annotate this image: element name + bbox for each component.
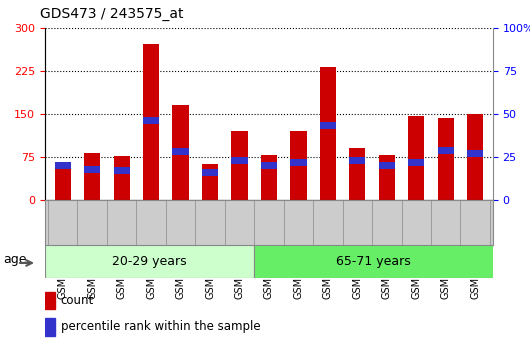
Bar [84,153,100,200]
Bar [84,166,100,172]
Bar [379,155,395,200]
Bar [261,155,277,200]
Text: 65-71 years: 65-71 years [336,255,411,268]
Bar [320,67,336,200]
Bar [113,167,130,174]
Bar [290,131,306,200]
Bar [202,169,218,176]
Bar [467,114,483,200]
Bar [45,292,55,309]
Bar [172,105,189,200]
Bar [45,318,55,336]
Bar [408,116,425,200]
Bar [143,44,159,200]
Text: GDS473 / 243575_at: GDS473 / 243575_at [40,7,183,21]
Text: percentile rank within the sample: percentile rank within the sample [61,321,260,334]
Text: count: count [61,294,94,307]
Text: 20-29 years: 20-29 years [112,255,187,268]
Bar [45,245,254,278]
Bar [113,156,130,200]
Bar [379,162,395,169]
Bar [232,157,248,164]
Bar [55,163,71,200]
Bar [349,148,366,200]
Bar [232,131,248,200]
Bar [254,245,493,278]
Bar [172,148,189,155]
Bar [438,118,454,200]
Text: age: age [4,253,27,266]
Bar [261,162,277,169]
Bar [202,164,218,200]
Bar [408,159,425,166]
Bar [290,159,306,166]
Bar [349,157,366,164]
Bar [55,162,71,169]
Bar [467,150,483,157]
Bar [143,117,159,124]
Bar [320,122,336,129]
Bar [438,147,454,154]
